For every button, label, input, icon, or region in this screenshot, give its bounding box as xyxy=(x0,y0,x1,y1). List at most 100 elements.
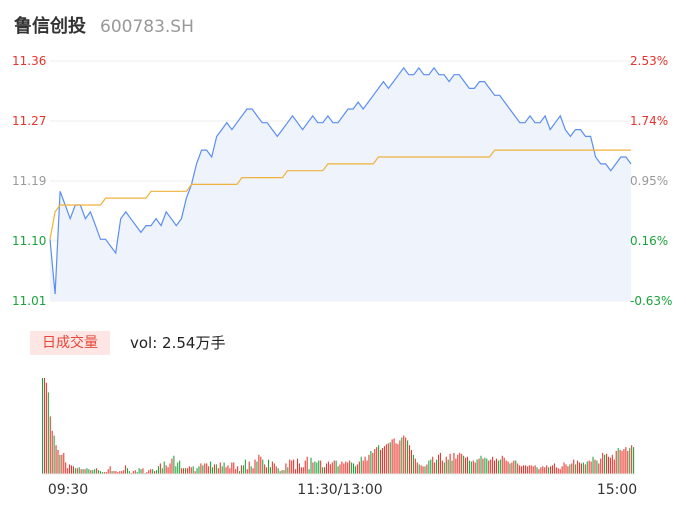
volume-bar xyxy=(337,466,339,474)
volume-bar xyxy=(86,468,88,474)
volume-bar xyxy=(90,470,92,474)
volume-bar xyxy=(82,469,84,474)
volume-bar xyxy=(310,457,312,474)
volume-bar xyxy=(287,467,289,474)
volume-bar xyxy=(437,454,440,474)
volume-bar xyxy=(633,447,635,474)
volume-bar xyxy=(486,458,488,474)
volume-bar xyxy=(590,461,592,474)
volume-bar xyxy=(451,460,453,474)
volume-bar xyxy=(140,469,142,474)
volume-bar xyxy=(505,460,507,474)
volume-bar xyxy=(63,452,65,474)
volume-bar xyxy=(349,460,351,474)
volume-bar xyxy=(59,454,61,474)
volume-bar xyxy=(399,440,401,474)
volume-bar xyxy=(277,468,279,474)
volume-bar xyxy=(136,472,138,474)
volume-bar xyxy=(324,467,326,474)
volume-bar xyxy=(53,435,55,474)
volume-bar xyxy=(468,460,470,474)
price-tick-label: 11.10 xyxy=(12,234,46,248)
volume-bar xyxy=(213,464,215,474)
volume-bar xyxy=(107,469,109,474)
volume-bar xyxy=(544,467,546,474)
volume-bar xyxy=(150,469,152,474)
volume-bar xyxy=(393,438,395,474)
volume-bar xyxy=(463,455,465,474)
volume-bar xyxy=(507,461,509,474)
stock-name: 鲁信创投 xyxy=(14,16,86,37)
volume-bar xyxy=(125,465,127,474)
volume-bar xyxy=(206,463,208,474)
volume-bar xyxy=(339,464,341,474)
volume-bar xyxy=(366,460,368,474)
volume-bar xyxy=(596,460,598,474)
volume-bar xyxy=(175,466,177,474)
volume-bar xyxy=(262,459,264,474)
volume-bar xyxy=(513,460,515,474)
volume-bar xyxy=(493,460,496,474)
volume-bar xyxy=(354,466,356,474)
price-area xyxy=(50,67,631,302)
volume-bar xyxy=(553,463,555,474)
volume-bar xyxy=(385,444,387,474)
volume-bar xyxy=(609,457,611,474)
stock-header: 鲁信创投 600783.SH xyxy=(14,12,194,40)
volume-bar xyxy=(169,463,171,474)
volume-bar xyxy=(70,465,73,474)
volume-bar xyxy=(619,450,621,474)
volume-bar xyxy=(577,460,579,474)
volume-bar xyxy=(179,460,181,474)
volume-bar xyxy=(275,466,277,474)
volume-bar xyxy=(511,462,513,474)
volume-bar xyxy=(45,382,47,474)
volume-bar xyxy=(358,461,360,474)
volume-bar xyxy=(551,465,553,474)
volume-bar xyxy=(134,470,136,474)
volume-bar xyxy=(246,469,248,474)
time-tick-label: 09:30 xyxy=(48,482,88,498)
volume-bar xyxy=(194,471,196,474)
volume-bar xyxy=(436,459,438,474)
volume-bar xyxy=(103,472,105,474)
volume-bar xyxy=(356,464,358,474)
volume-bar xyxy=(157,466,159,474)
volume-bar xyxy=(43,378,45,474)
volume-bar xyxy=(625,447,627,474)
volume-bar xyxy=(557,468,559,474)
volume-bar xyxy=(138,468,140,474)
volume-bar xyxy=(401,437,403,474)
volume-bar xyxy=(184,468,186,474)
volume-bar xyxy=(584,464,586,474)
volume-bar xyxy=(381,448,384,474)
volume-bar xyxy=(524,465,526,474)
volume-bar xyxy=(211,467,214,474)
volume-bar xyxy=(586,461,588,474)
volume-bar xyxy=(476,459,478,474)
volume-bar xyxy=(165,465,167,474)
volume-bar xyxy=(196,468,198,474)
time-tick-label: 11:30/13:00 xyxy=(297,482,382,498)
volume-bar xyxy=(490,459,492,474)
volume-bar xyxy=(293,459,295,474)
volume-bar xyxy=(569,464,571,474)
volume-bar xyxy=(296,458,299,474)
volume-bar xyxy=(482,458,484,474)
volume-bar xyxy=(607,456,610,474)
volume-bar xyxy=(227,465,229,474)
volume-bar xyxy=(598,463,600,474)
volume-bar xyxy=(631,445,633,474)
volume-bar xyxy=(98,470,100,474)
volume-bar xyxy=(445,456,447,474)
volume-bar xyxy=(217,468,219,474)
volume-bar xyxy=(453,452,455,474)
volume-bar xyxy=(225,467,227,474)
volume-bar xyxy=(181,468,183,474)
volume-bar xyxy=(441,460,443,474)
volume-bar xyxy=(351,462,353,474)
volume-bar xyxy=(629,448,631,474)
volume-bar xyxy=(387,443,389,474)
volume-bar xyxy=(171,458,173,474)
volume-bar xyxy=(465,457,467,474)
